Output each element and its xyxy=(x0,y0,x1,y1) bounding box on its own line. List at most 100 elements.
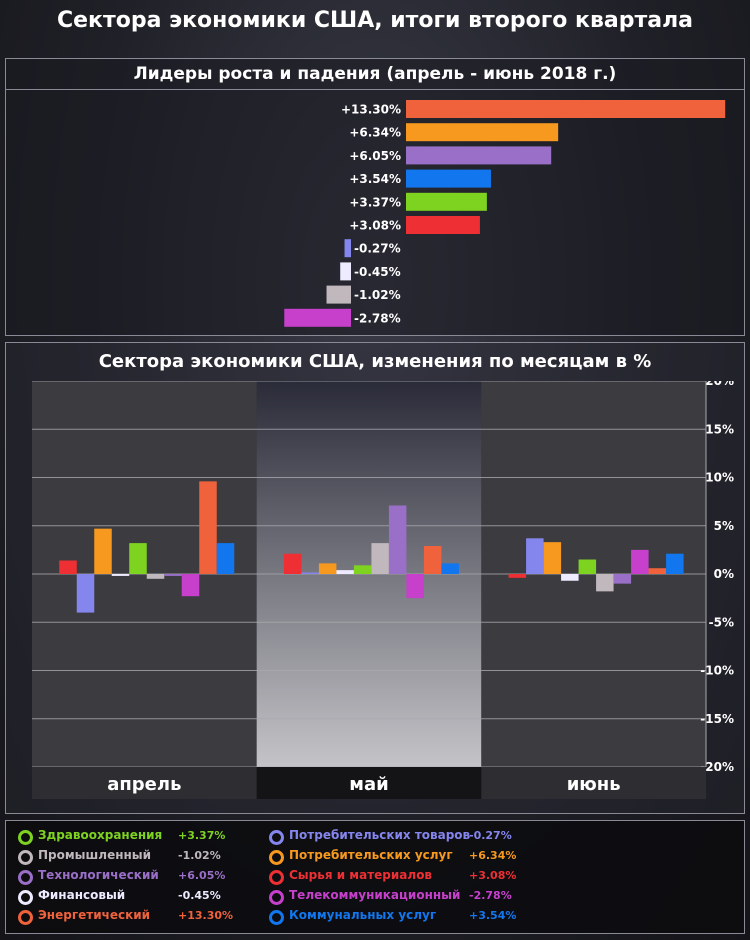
monthly-bar xyxy=(164,574,182,576)
monthly-bar xyxy=(111,574,130,576)
leader-bar xyxy=(406,123,559,142)
legend-label: Телекоммуникационный xyxy=(289,888,461,902)
leader-value-label: +6.34% xyxy=(349,126,401,140)
monthly-bar xyxy=(129,543,147,574)
monthly-bar xyxy=(578,559,597,574)
leader-bar xyxy=(406,100,726,118)
monthly-bar xyxy=(146,574,165,579)
legend-value: -0.27% xyxy=(469,829,512,842)
monthly-bar xyxy=(301,572,319,574)
monthly-bar xyxy=(59,560,77,574)
legend-value: +3.54% xyxy=(469,909,517,922)
month-label-bg xyxy=(32,767,257,799)
monthly-bar xyxy=(94,528,112,574)
legend-label: Технологический xyxy=(38,868,159,882)
legend-swatch xyxy=(269,910,284,925)
leaders-title-divider xyxy=(6,89,744,90)
monthly-bar xyxy=(283,553,302,574)
legend-label: Финансовый xyxy=(38,888,126,902)
legend-label: Здравоохранения xyxy=(38,828,163,842)
leader-bar xyxy=(344,239,351,258)
legend-swatch xyxy=(269,870,284,885)
month-label-bg xyxy=(256,767,482,799)
y-tick-label: 10% xyxy=(705,471,734,485)
legend-value: +3.08% xyxy=(469,869,517,882)
monthly-bar xyxy=(543,542,562,574)
y-tick-label: 0% xyxy=(714,567,734,581)
monthly-bar xyxy=(371,543,389,574)
legend-value: -2.78% xyxy=(469,889,512,902)
y-tick-label: -20% xyxy=(700,760,734,774)
leader-bar xyxy=(406,216,480,234)
leader-bar xyxy=(406,169,491,188)
legend-swatch xyxy=(18,850,33,865)
monthly-bar-chart: 20% 15% 10% 5% 0% -5% -10% -15% -20% апрель май июн… xyxy=(32,381,734,799)
monthly-bar xyxy=(666,553,684,574)
month-label-bg xyxy=(481,767,706,799)
y-tick-label: 20% xyxy=(705,381,734,388)
monthly-bar xyxy=(423,546,442,574)
legend-label: Потребительских услуг xyxy=(289,848,453,862)
legend-value: -1.02% xyxy=(178,849,221,862)
monthly-bar xyxy=(199,481,217,574)
monthly-bar xyxy=(441,563,459,574)
legend-label: Энергетический xyxy=(38,908,151,922)
monthly-panel: Сектора экономики США, изменения по меся… xyxy=(5,342,745,814)
leaders-panel: Лидеры роста и падения (апрель - июнь 20… xyxy=(5,58,745,336)
leader-bar xyxy=(326,285,351,304)
monthly-bar xyxy=(631,549,649,574)
leaders-chart-title: Лидеры роста и падения (апрель - июнь 20… xyxy=(133,64,617,84)
page-title: Сектора экономики США, итоги второго ква… xyxy=(56,8,694,33)
monthly-bar xyxy=(318,563,337,574)
legend-value: -0.45% xyxy=(178,889,221,902)
legend-swatch xyxy=(18,890,33,905)
legend-label: Потребительских товаров xyxy=(289,828,471,842)
y-tick-label: 5% xyxy=(714,519,734,533)
monthly-bar xyxy=(596,574,614,592)
leader-bar xyxy=(406,146,552,165)
legend-label: Промышленный xyxy=(38,848,152,862)
x-category-label: июнь xyxy=(567,774,621,795)
monthly-bar xyxy=(388,505,407,574)
legend-value: +6.34% xyxy=(469,849,517,862)
leader-value-label: -0.27% xyxy=(354,242,401,256)
legend-value: +13.30% xyxy=(178,909,234,922)
legend-value: +6.05% xyxy=(178,869,226,882)
monthly-bar xyxy=(561,574,579,581)
leader-bar xyxy=(284,308,351,327)
legend-swatch xyxy=(18,870,33,885)
leader-value-label: -2.78% xyxy=(354,311,401,325)
leader-value-label: -1.02% xyxy=(354,288,401,302)
legend-swatch xyxy=(269,890,284,905)
monthly-bar xyxy=(181,574,200,597)
y-tick-label: -5% xyxy=(709,615,734,629)
legend-swatch xyxy=(18,910,33,925)
leader-value-label: +3.54% xyxy=(349,172,401,186)
leader-value-label: -0.45% xyxy=(354,265,401,279)
monthly-bar xyxy=(526,538,544,574)
x-category-label: май xyxy=(349,774,388,795)
leader-value-label: +3.37% xyxy=(349,195,401,209)
leader-value-label: +3.08% xyxy=(349,219,401,233)
monthly-chart-title: Сектора экономики США, изменения по меся… xyxy=(98,351,652,372)
monthly-bar xyxy=(353,565,372,574)
leader-bar xyxy=(340,262,351,281)
y-tick-label: 15% xyxy=(705,422,734,436)
legend-swatch xyxy=(269,850,284,865)
legend-swatch xyxy=(269,830,284,845)
monthly-bar xyxy=(336,570,354,574)
monthly-bar xyxy=(406,574,424,599)
leader-bar xyxy=(406,192,487,211)
monthly-bar xyxy=(648,568,667,574)
monthly-bar xyxy=(613,574,632,584)
x-category-label: апрель xyxy=(107,774,181,795)
legend-panel: Здравоохранения +3.37% Промышленный -1.02% Т… xyxy=(5,820,745,934)
leaders-bar-chart: +13.30% +6.34% +6.05% +3.54% +3.37% +3.08% -0.… xyxy=(284,100,726,327)
legend-swatch xyxy=(18,830,33,845)
legend-label: Коммунальных услуг xyxy=(289,908,437,922)
y-tick-label: -10% xyxy=(700,664,734,678)
legend-label: Сырья и материалов xyxy=(289,868,433,882)
legend-value: +3.37% xyxy=(178,829,226,842)
monthly-bar xyxy=(508,574,527,578)
monthly-bar xyxy=(216,543,235,574)
